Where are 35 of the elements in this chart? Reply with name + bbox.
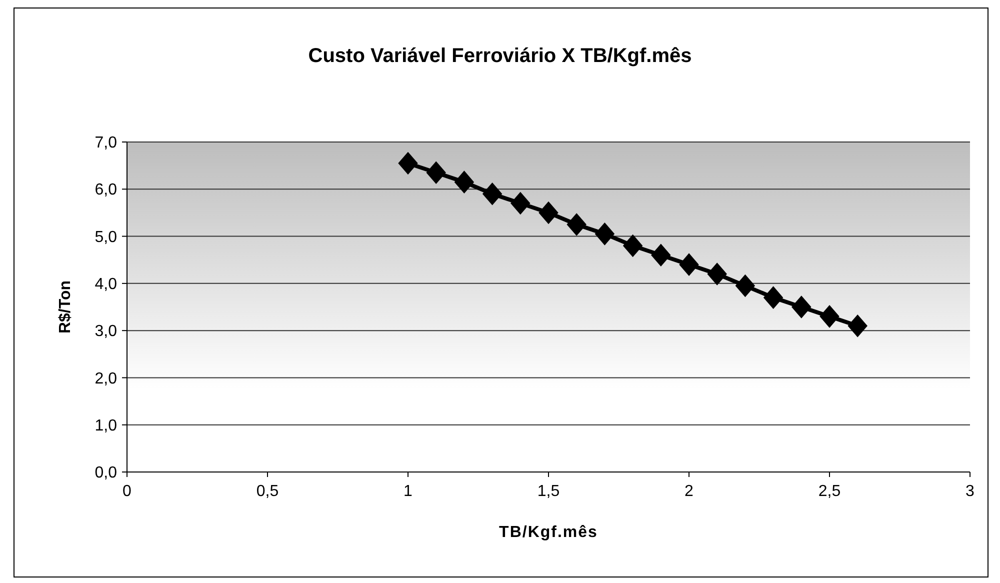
point [792,296,812,318]
y-tick-label: 2,0 [94,370,118,388]
point [735,274,756,298]
point [707,262,727,286]
point [820,305,840,328]
point [594,222,615,246]
point [482,182,502,206]
x-axis-title: TB/Kgf.mês [499,524,598,541]
point [454,170,474,194]
y-tick-label: 6,0 [94,182,118,199]
x-tick-label: 1 [404,483,413,500]
point [426,161,446,184]
y-tick-label: 3,0 [94,323,118,340]
point [651,244,671,267]
x-tick-label: 2,5 [818,483,841,500]
y-tick-label: 4,0 [94,276,118,294]
point [679,253,699,276]
y-tick-label: 1,0 [94,417,118,434]
y-tick-label: 0,0 [94,464,118,482]
point [622,234,643,258]
x-tick-label: 2 [684,483,694,500]
y-axis-title: R$/Ton [57,280,74,334]
x-tick-label: 3 [966,483,975,500]
point [566,213,586,236]
point [398,152,418,175]
point [848,314,868,338]
point [763,286,784,309]
x-tick-label: 0,5 [256,483,279,500]
y-tick-label: 7,0 [94,134,118,152]
x-tick-label: 1,5 [537,483,560,500]
point [510,192,530,215]
point [538,201,558,224]
chart-title: Custo Variável Ferroviário X TB/Kgf.mês [308,45,692,67]
x-tick-label: 0 [122,483,132,500]
y-tick-label: 5,0 [94,228,118,246]
